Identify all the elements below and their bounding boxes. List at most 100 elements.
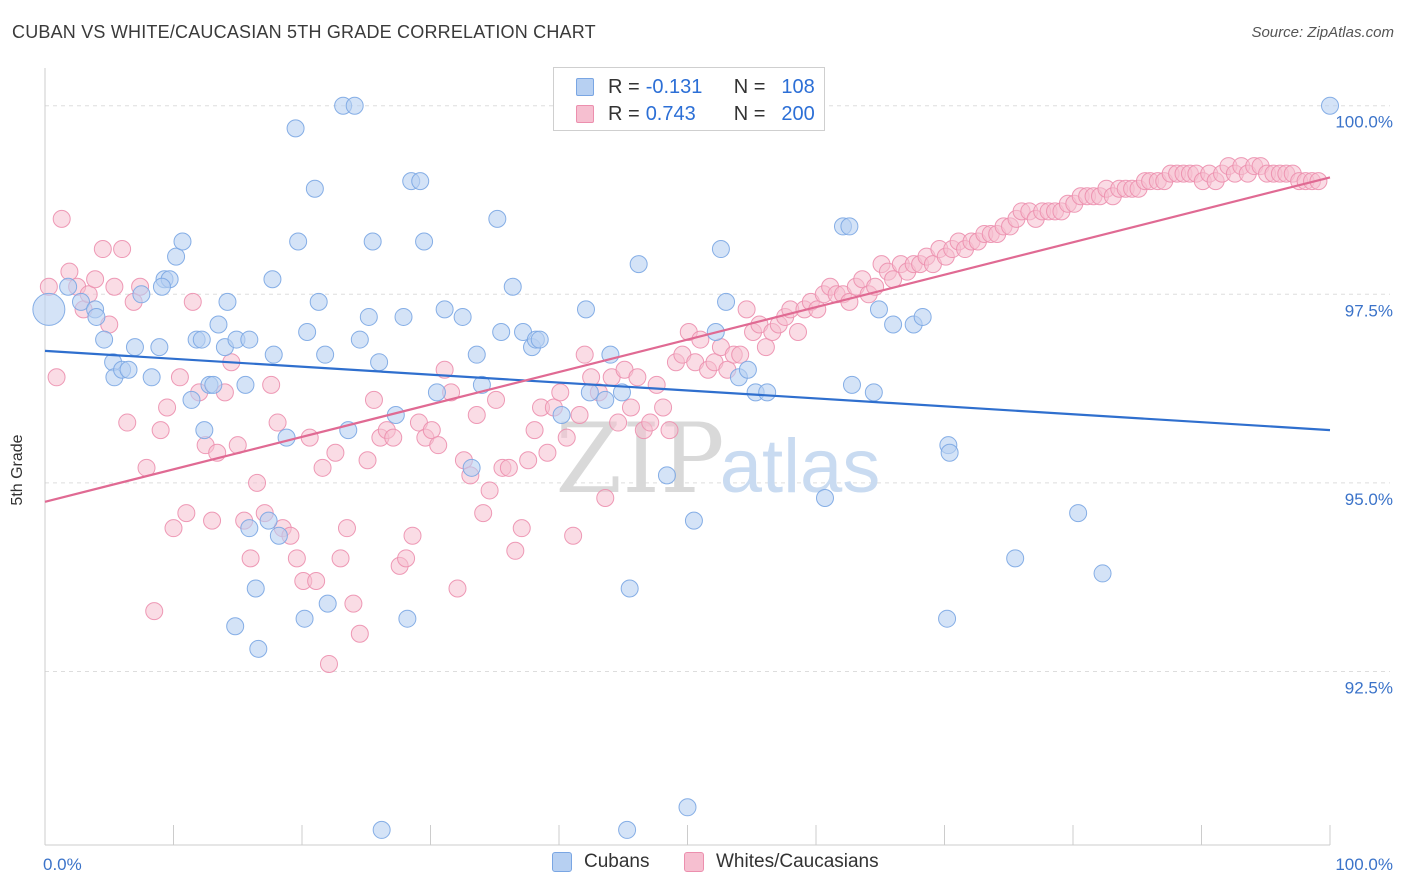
- white-point: [262, 375, 281, 394]
- cuban-point: [142, 368, 161, 387]
- white-point: [429, 436, 448, 455]
- correlation-legend: R = -0.131 N = 108 R = 0.743 N = 200: [553, 67, 825, 131]
- cuban-point: [289, 232, 308, 251]
- white-point: [248, 473, 267, 492]
- white-point: [647, 375, 666, 394]
- series-legend: Cubans Whites/Caucasians: [0, 851, 1406, 877]
- cuban-point: [1069, 504, 1088, 523]
- white-point: [364, 390, 383, 409]
- white-point: [118, 413, 137, 432]
- white-point: [170, 368, 189, 387]
- cuban-point: [363, 232, 382, 251]
- cuban-point: [71, 292, 90, 311]
- cuban-point: [657, 466, 676, 485]
- cuban-point: [684, 511, 703, 530]
- cuban-point: [411, 172, 430, 191]
- cuban-point: [132, 285, 151, 304]
- white-point: [313, 458, 332, 477]
- white-point: [241, 549, 260, 568]
- cuban-point: [226, 617, 245, 636]
- white-point: [519, 451, 538, 470]
- cuban-point: [1093, 564, 1112, 583]
- cuban-point: [815, 488, 834, 507]
- cuban-point: [240, 519, 259, 538]
- cuban-point: [240, 330, 259, 349]
- cuban-point: [612, 383, 631, 402]
- tick-labels: 92.5% 95.0% 97.5% 100.0% 0.0% 100.0%: [43, 113, 1393, 874]
- legend-item-whites[interactable]: Whites/Caucasians: [684, 851, 879, 873]
- cuban-point: [618, 820, 637, 839]
- white-point: [52, 209, 71, 228]
- white-point: [474, 504, 493, 523]
- whites-legend-label: Whites/Caucasians: [716, 851, 879, 872]
- white-point: [331, 549, 350, 568]
- white-point: [737, 300, 756, 319]
- white-point: [628, 368, 647, 387]
- cubans-legend-label: Cubans: [584, 851, 650, 872]
- cuban-point: [298, 323, 317, 342]
- white-point: [350, 624, 369, 643]
- cuban-point: [277, 428, 296, 447]
- cuban-point: [717, 292, 736, 311]
- white-point: [660, 421, 679, 440]
- white-point: [384, 428, 403, 447]
- cubans-n-value: 108: [781, 75, 815, 98]
- cuban-point: [218, 292, 237, 311]
- cuban-point: [580, 383, 599, 402]
- cuban-point: [435, 300, 454, 319]
- legend-row-whites: R = 0.743 N = 200: [576, 101, 815, 127]
- cuban-point: [1321, 96, 1339, 115]
- cuban-point: [173, 232, 192, 251]
- cuban-point: [249, 639, 268, 658]
- white-point: [525, 421, 544, 440]
- cuban-point: [738, 360, 757, 379]
- y-tick-label: 100.0%: [1335, 113, 1393, 132]
- cuban-point: [345, 96, 364, 115]
- legend-item-cubans[interactable]: Cubans: [552, 851, 650, 873]
- white-point: [403, 526, 422, 545]
- white-point: [113, 240, 132, 259]
- white-point: [344, 594, 363, 613]
- white-point: [487, 390, 506, 409]
- white-point: [840, 292, 859, 311]
- cuban-point: [246, 579, 265, 598]
- cuban-point: [869, 300, 888, 319]
- white-point: [756, 338, 775, 357]
- white-point: [86, 270, 105, 289]
- cuban-point: [453, 307, 472, 326]
- white-point: [564, 526, 583, 545]
- cuban-point: [209, 315, 228, 334]
- white-point: [557, 428, 576, 447]
- whites-trend-line: [44, 176, 1331, 503]
- watermark-atlas: atlas: [720, 424, 881, 509]
- cuban-point: [264, 345, 283, 364]
- whites-n-value: 200: [781, 102, 815, 125]
- cuban-point: [59, 277, 78, 296]
- cubans-legend-swatch: [552, 852, 572, 872]
- cuban-point: [152, 277, 171, 296]
- white-point: [512, 519, 531, 538]
- white-point: [731, 345, 750, 364]
- cuban-point: [309, 292, 328, 311]
- cuban-point: [195, 421, 214, 440]
- white-point: [499, 458, 518, 477]
- cuban-point: [398, 609, 417, 628]
- white-point: [60, 262, 79, 281]
- cuban-point: [415, 232, 434, 251]
- cuban-point: [842, 375, 861, 394]
- white-point: [621, 398, 640, 417]
- y-tick-label: 92.5%: [1345, 678, 1393, 697]
- white-point: [287, 549, 306, 568]
- cuban-point: [938, 609, 957, 628]
- cuban-point: [370, 353, 389, 372]
- cuban-point: [295, 609, 314, 628]
- legend-row-cubans: R = -0.131 N = 108: [576, 74, 815, 100]
- white-point: [164, 519, 183, 538]
- cuban-point: [467, 345, 486, 364]
- cuban-point: [629, 255, 648, 274]
- white-point: [789, 323, 808, 342]
- cuban-point: [204, 375, 223, 394]
- cuban-point: [620, 579, 639, 598]
- cuban-point: [125, 338, 144, 357]
